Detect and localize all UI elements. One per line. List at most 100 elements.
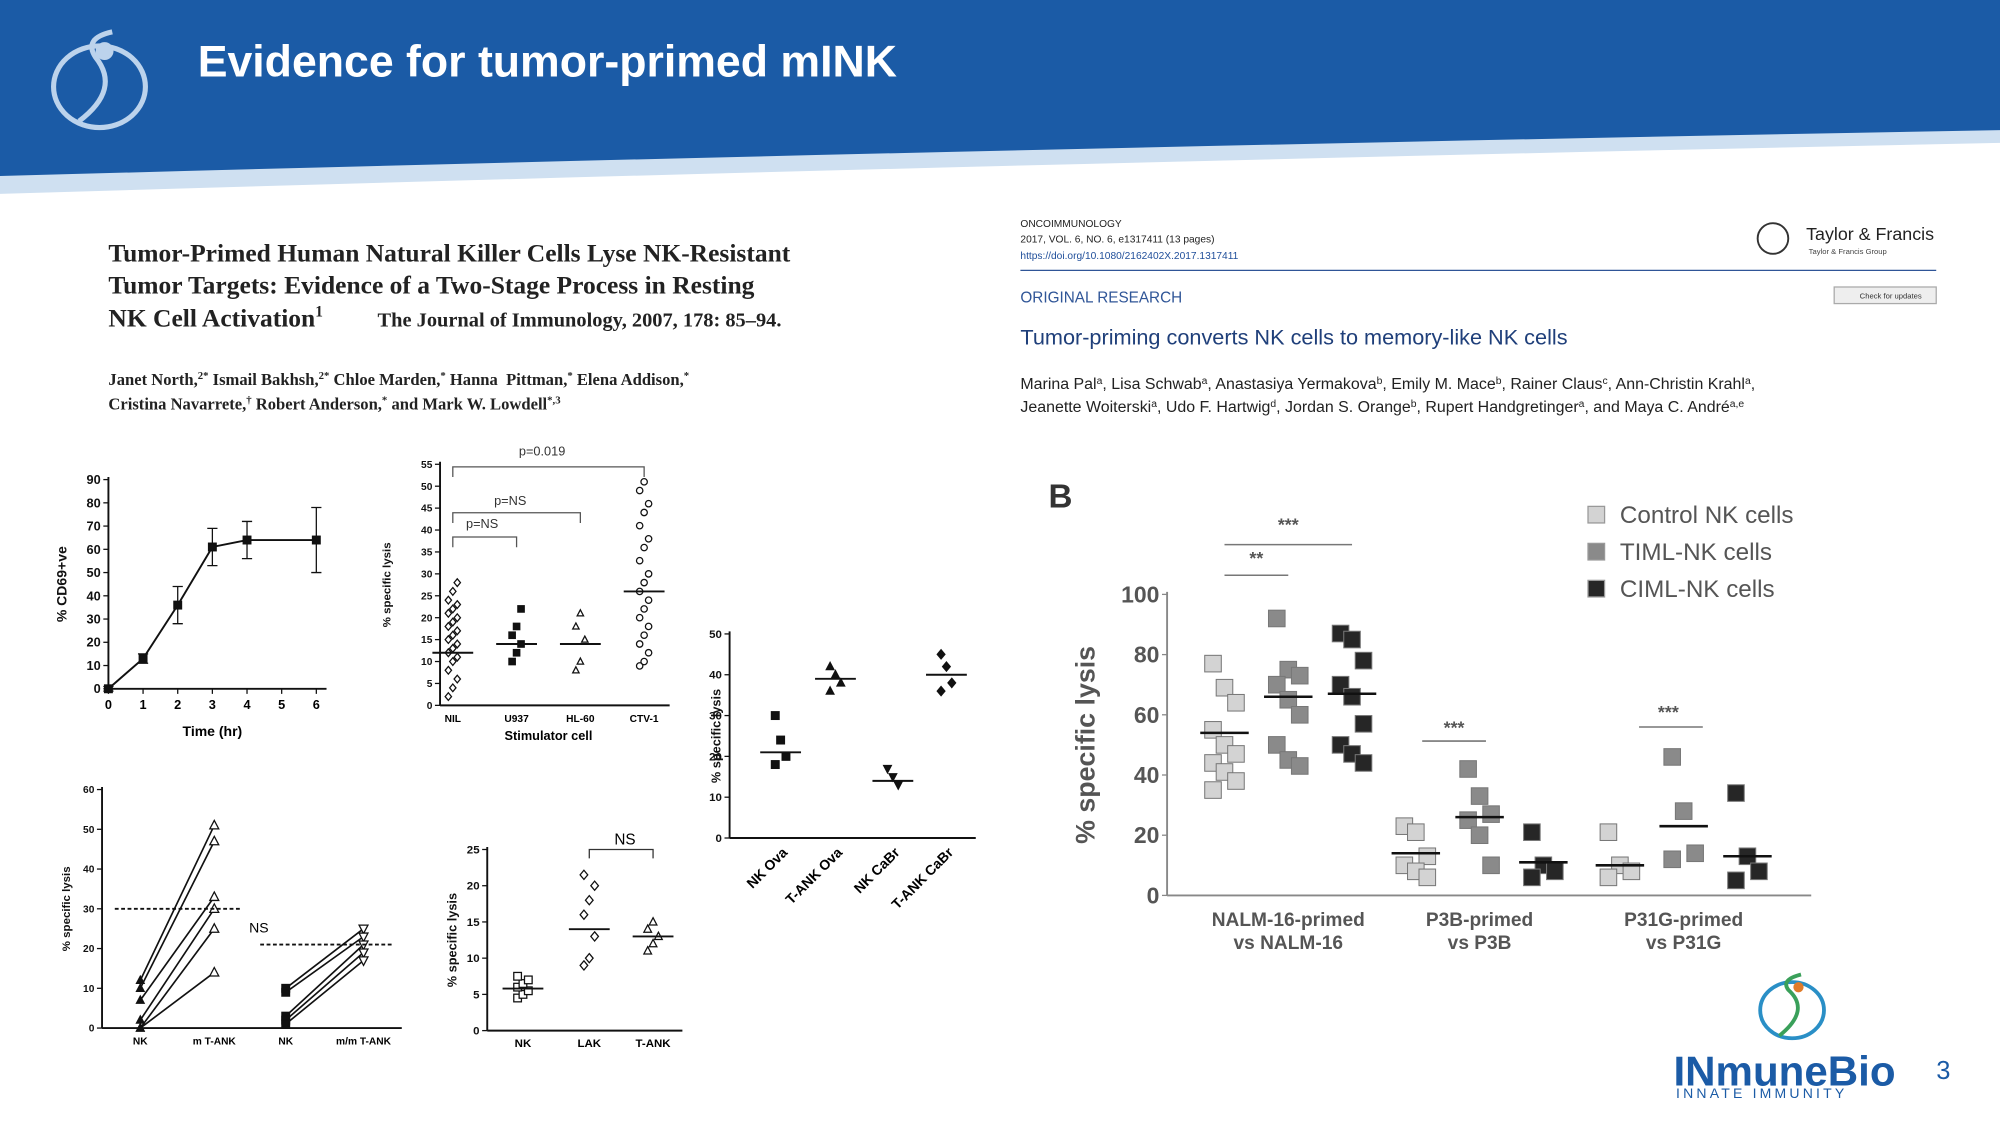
annotation: p=NS: [494, 493, 526, 508]
marker: [208, 922, 220, 933]
marker: [571, 621, 581, 630]
paper-title: NK Cell Activation: [108, 304, 315, 333]
x-tick-label: NK: [133, 1037, 148, 1048]
y-tick-label: 15: [467, 917, 480, 929]
paper-title: Tumor-Primed Human Natural Killer Cells …: [108, 238, 790, 267]
author-line: Janet North,2* Ismail Bakhsh,2* Chloe Ma…: [108, 370, 689, 389]
author-name: , Jordan S. Orange: [1276, 399, 1411, 416]
marker: [579, 909, 589, 921]
marker: [281, 987, 291, 997]
y-tick-label: 80: [1134, 642, 1160, 668]
marker: [135, 1022, 146, 1032]
marker: [508, 631, 516, 640]
author-name: , Rainer Claus: [1501, 376, 1602, 393]
bracket: [588, 848, 654, 859]
marker: [584, 952, 594, 964]
y-tick-label: 50: [709, 629, 722, 641]
x-tick-label: 5: [278, 697, 285, 712]
brand: INmuneBio: [1673, 1047, 1895, 1094]
marker: [357, 924, 370, 935]
x-tick-label: 4: [243, 697, 251, 712]
y-tick-label: 0: [94, 681, 101, 696]
marker: [311, 535, 321, 545]
legend-swatch: [1587, 579, 1606, 598]
marker: [523, 986, 533, 996]
y-tick-label: 10: [83, 984, 95, 995]
y-tick-label: 55: [421, 460, 433, 471]
x-tick-label: NK: [278, 1037, 293, 1048]
figure: 0 10 20 30 40 50 60 70 80 90 % CD69+ve 0 1 2 3 4 5 6 Time …: [53, 472, 327, 739]
y-tick-label: 60: [1134, 702, 1160, 728]
y-tick-label: 90: [87, 472, 101, 487]
y-axis-label: % specific lysis: [61, 866, 73, 951]
marker: [1354, 715, 1373, 733]
marker: [579, 959, 589, 971]
author-name: Ismail Bakhsh,: [209, 370, 319, 389]
annotation: NS: [249, 919, 268, 935]
marker: [640, 543, 648, 552]
author-line: Marina Pala, Lisa Schwaba, Anastasiya Ye…: [1020, 376, 1755, 394]
superscript: *: [440, 370, 445, 382]
y-tick-label: 70: [87, 519, 101, 534]
pair-line: [285, 935, 365, 993]
bracket: [452, 512, 581, 523]
author-name: , Lisa Schwab: [1102, 376, 1201, 393]
marker: [444, 665, 453, 676]
marker: [448, 604, 457, 614]
marker: [453, 626, 462, 636]
author-name: Elena Addison,: [573, 370, 684, 389]
annotation: ***: [1444, 717, 1465, 737]
marker: [936, 648, 946, 660]
marker: [1354, 651, 1373, 670]
y-tick-label: 20: [87, 635, 101, 650]
author-line: Cristina Navarrete,† Robert Anderson,* a…: [108, 394, 561, 413]
marker: [207, 542, 217, 552]
figure: 0 5 10 15 20 25 30 35 40 45 50 55 % specific lysis NI…: [381, 443, 670, 743]
page-number: 3: [1936, 1057, 1950, 1085]
marker: [893, 781, 904, 791]
marker: [1674, 802, 1693, 820]
x-axis-label: Time (hr): [183, 723, 243, 739]
doi: https://doi.org/10.1080/2162402X.2017.13…: [1020, 251, 1238, 262]
marker: [1204, 721, 1222, 739]
header-band: [0, 0, 2000, 177]
y-tick-label: 20: [421, 613, 433, 624]
pair-line: [285, 928, 365, 989]
marker: [1546, 862, 1564, 881]
legend-label: Control NK cells: [1620, 502, 1794, 529]
legend-label: TIML-NK cells: [1620, 539, 1772, 566]
y-tick-label: 40: [421, 526, 433, 537]
y-tick-label: 45: [421, 504, 433, 515]
marker: [1750, 862, 1768, 881]
bracket: [452, 536, 518, 548]
marker: [357, 932, 370, 943]
marker: [1523, 823, 1541, 841]
author-name: and Mark W. Lowdell: [387, 394, 547, 413]
author-name: Robert Anderson,: [252, 394, 382, 413]
marker: [644, 534, 653, 543]
marker: [453, 577, 462, 588]
marker: [648, 916, 658, 926]
superscript: b: [1496, 376, 1502, 387]
marker: [453, 674, 462, 684]
marker: [1686, 844, 1704, 863]
marker: [1290, 757, 1309, 775]
y-tick-label: 20: [83, 944, 95, 955]
figure: 0 5 10 15 20 25 % specific lysis NK LAK T-ANK NS: [445, 831, 683, 1050]
marker: [887, 773, 898, 783]
x-tick-label: P31G-primed: [1624, 910, 1743, 931]
marker: [357, 956, 370, 967]
pair-line: [285, 959, 365, 1025]
author-name: Janet North,: [108, 370, 197, 389]
marker: [635, 486, 644, 495]
marker: [208, 819, 220, 830]
marker: [135, 982, 146, 993]
publisher-icon: [1756, 222, 1790, 255]
marker: [1470, 826, 1489, 845]
marker: [781, 751, 791, 761]
superscript: 2*: [319, 370, 330, 382]
pair-line: [285, 943, 365, 1017]
marker: [584, 894, 594, 906]
y-tick-label: 40: [83, 865, 95, 876]
x-tick-label: NK: [515, 1038, 532, 1050]
